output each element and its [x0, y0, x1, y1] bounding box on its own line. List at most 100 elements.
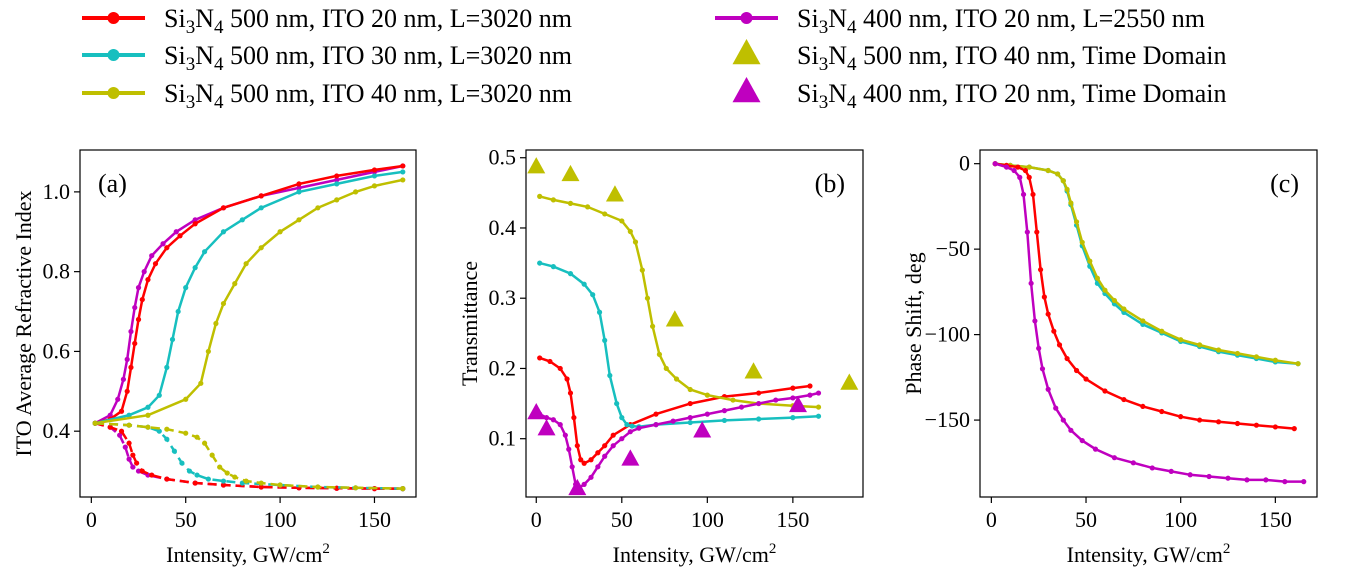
data-point: [183, 285, 189, 291]
x-tick-label: 100: [264, 507, 297, 532]
data-point: [567, 200, 574, 206]
data-point: [1060, 178, 1066, 184]
data-point: [1015, 164, 1021, 170]
data-point: [171, 448, 177, 454]
plot-area: [92, 163, 406, 492]
data-point: [1295, 361, 1301, 367]
data-point: [1272, 424, 1278, 430]
y-tick-label: −50: [936, 236, 970, 261]
data-point: [224, 470, 230, 476]
data-point: [1003, 164, 1010, 170]
data-point: [400, 163, 406, 169]
data-point: [1197, 342, 1203, 348]
time-domain-marker: [744, 362, 763, 379]
data-point: [588, 474, 594, 480]
data-point: [139, 296, 145, 303]
y-tick-label: −150: [925, 407, 970, 432]
data-point: [595, 450, 601, 456]
y-tick-label: 0.4: [43, 418, 71, 443]
data-point: [198, 380, 204, 386]
data-point: [183, 430, 189, 436]
time-domain-marker: [537, 419, 556, 436]
x-tick-label: 50: [611, 507, 633, 532]
data-point: [183, 396, 189, 402]
data-point: [1130, 460, 1136, 466]
data-point: [192, 221, 198, 227]
data-point: [1234, 420, 1241, 427]
data-point: [1026, 164, 1032, 170]
data-point: [663, 365, 669, 372]
data-point: [1022, 167, 1029, 174]
data-point: [721, 417, 728, 424]
time-domain-marker: [561, 164, 580, 182]
y-tick-label: 1.0: [43, 179, 71, 204]
data-point: [607, 372, 613, 379]
time-domain-marker: [840, 373, 859, 390]
data-point: [120, 376, 127, 382]
data-point: [220, 482, 227, 488]
data-point: [258, 205, 264, 211]
data-point: [1073, 367, 1080, 374]
time-domain-marker: [621, 449, 640, 466]
data-point: [1092, 446, 1099, 452]
data-point: [1055, 171, 1061, 177]
legend-item: Si3N4 500 nm, ITO 30 nm, L=3020 nm: [82, 41, 572, 75]
legend-item: Si3N4 500 nm, ITO 40 nm, Time Domain: [732, 39, 1227, 75]
x-tick-label: 100: [1164, 507, 1197, 532]
data-point: [177, 233, 183, 239]
legend-marker: [107, 49, 120, 61]
data-point: [175, 308, 181, 315]
plot-area: [992, 161, 1307, 485]
x-axis-label: Intensity, GW/cm2: [613, 541, 777, 567]
data-point: [756, 400, 762, 407]
data-point: [1087, 258, 1093, 264]
data-point: [1028, 280, 1034, 286]
data-point: [550, 264, 556, 270]
series-line: [539, 195, 819, 409]
data-point: [107, 412, 113, 418]
data-point: [581, 281, 587, 287]
data-point: [815, 404, 822, 410]
data-point: [574, 443, 580, 449]
data-point: [537, 193, 543, 199]
data-point: [334, 181, 340, 187]
data-point: [590, 292, 596, 298]
data-point: [201, 249, 208, 255]
y-tick-label: 0: [959, 151, 970, 176]
data-point: [135, 285, 142, 291]
y-tick-label: 0.8: [43, 259, 71, 284]
panel-label: (c): [1270, 169, 1299, 198]
data-point: [704, 392, 710, 398]
time-domain-marker: [788, 395, 807, 413]
data-point: [756, 416, 762, 422]
y-tick-label: 0.3: [489, 285, 517, 310]
data-point: [807, 383, 813, 389]
data-point: [164, 436, 170, 442]
data-point: [213, 320, 219, 327]
legend-label: Si3N4 400 nm, ITO 20 nm, Time Domain: [797, 79, 1227, 113]
data-point: [624, 422, 630, 428]
data-point: [619, 436, 625, 442]
data-point: [602, 453, 608, 459]
data-point: [1140, 403, 1146, 410]
data-point: [277, 482, 283, 488]
data-point: [220, 478, 227, 484]
data-point: [239, 217, 245, 223]
data-point: [1011, 167, 1017, 174]
data-point: [1301, 479, 1307, 485]
data-point: [790, 385, 796, 391]
legend-label: Si3N4 500 nm, ITO 20 nm, L=3020 nm: [164, 4, 572, 38]
data-point: [547, 358, 553, 365]
data-point: [139, 468, 145, 474]
data-point: [537, 355, 543, 361]
data-point: [1197, 417, 1203, 423]
data-point: [160, 241, 166, 247]
data-point: [117, 432, 123, 438]
data-point: [790, 395, 796, 401]
y-tick-label: 0.1: [489, 426, 517, 451]
panel-label: (b): [815, 169, 845, 198]
data-point: [124, 356, 130, 362]
data-point: [173, 229, 179, 235]
data-point: [1045, 167, 1051, 174]
data-point: [371, 183, 378, 189]
